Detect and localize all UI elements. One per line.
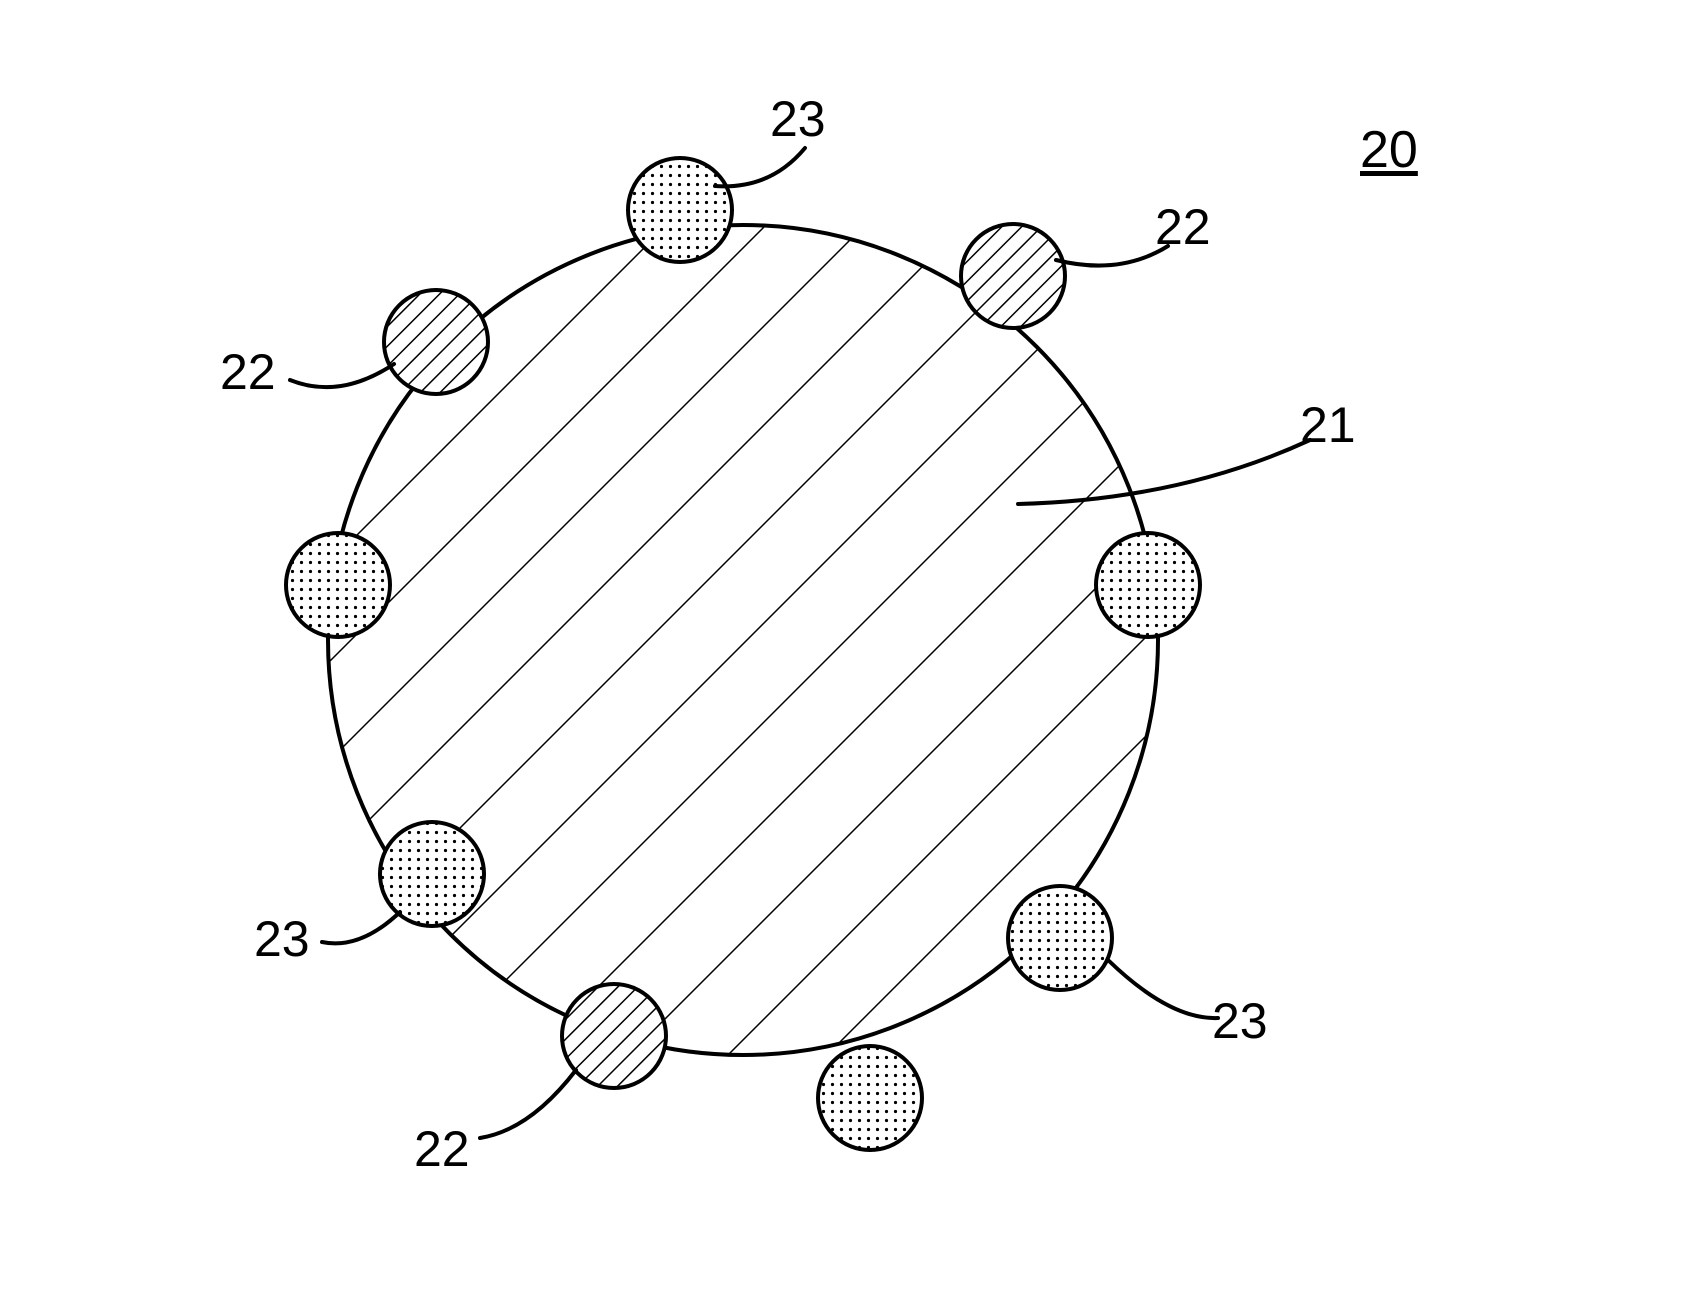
leader-line xyxy=(1056,246,1168,266)
leader-line xyxy=(715,148,805,186)
reference-number: 20 xyxy=(1360,120,1418,180)
callout-label: 22 xyxy=(220,343,276,401)
small-circle-hatched xyxy=(384,290,488,394)
small-circle-dotted xyxy=(380,822,484,926)
small-circle-dotted xyxy=(1096,533,1200,637)
callout-label: 22 xyxy=(414,1120,470,1178)
diagram-canvas: 23 22 22 21 23 23 22 20 xyxy=(0,0,1686,1298)
small-circle-hatched xyxy=(961,224,1065,328)
callout-label: 21 xyxy=(1300,396,1356,454)
callout-label: 23 xyxy=(770,90,826,148)
small-circle-hatched xyxy=(562,984,666,1088)
leader-line xyxy=(290,364,394,387)
diagram-svg xyxy=(0,0,1686,1298)
small-circle-dotted xyxy=(1008,886,1112,990)
leader-line xyxy=(1108,960,1218,1018)
leader-line xyxy=(322,912,400,943)
leader-line xyxy=(480,1070,576,1138)
callout-label: 23 xyxy=(1212,992,1268,1050)
small-circle-dotted xyxy=(286,533,390,637)
small-circle-dotted xyxy=(818,1046,922,1150)
callout-label: 23 xyxy=(254,910,310,968)
callout-label: 22 xyxy=(1155,198,1211,256)
small-circle-dotted xyxy=(628,158,732,262)
